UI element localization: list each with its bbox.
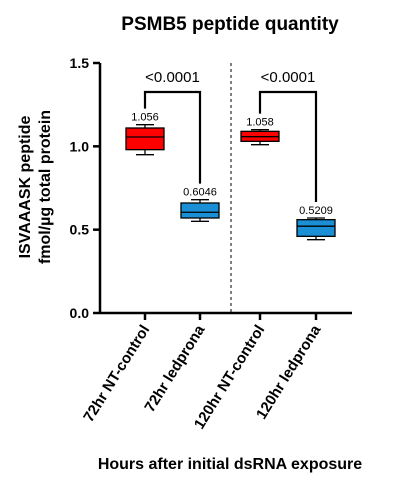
y-ticks: 0.0 0.5 1.0 1.5 — [70, 55, 100, 321]
median-data-label: 1.056 — [131, 112, 159, 124]
y-tick-label: 1.0 — [70, 138, 90, 154]
bracket-line — [143, 90, 202, 184]
bracket-line — [258, 90, 318, 202]
box-iqr — [180, 202, 220, 219]
x-category-label: 72hr ledprona — [141, 322, 208, 416]
median-data-label: 0.6046 — [183, 187, 217, 199]
comparison-bracket-1: <0.0001 — [143, 69, 202, 184]
y-axis-title: ISVAAASK peptide fmol/µg total protein — [17, 110, 54, 264]
x-axis-title: Hours after initial dsRNA exposure — [98, 456, 362, 473]
median-data-label: 0.5209 — [299, 205, 333, 217]
p-value-label: <0.0001 — [145, 69, 200, 86]
comparison-bracket-2: <0.0001 — [258, 69, 318, 202]
comparisons: <0.0001 <0.0001 — [143, 69, 318, 202]
box-2: 0.6046 — [180, 187, 220, 222]
median-data-label: 1.058 — [246, 117, 274, 129]
x-category-label: 72hr NT-control — [80, 322, 153, 425]
y-tick-label: 0.5 — [70, 222, 90, 238]
box-3: 1.058 — [240, 117, 280, 146]
p-value-label: <0.0001 — [261, 69, 316, 86]
box-1: 1.056 — [125, 112, 165, 156]
y-axis-title-line1: ISVAAASK peptide — [17, 115, 34, 258]
y-tick-label: 1.5 — [70, 55, 90, 71]
box-4: 0.5209 — [296, 205, 336, 241]
boxes: 1.056 0.6046 1.058 0.5209 — [125, 112, 336, 241]
y-axis-title-line2: fmol/µg total protein — [37, 110, 54, 264]
box-iqr — [125, 127, 165, 151]
chart-title: PSMB5 peptide quantity — [121, 14, 339, 35]
box-iqr — [296, 219, 336, 237]
y-tick-label: 0.0 — [70, 305, 90, 321]
